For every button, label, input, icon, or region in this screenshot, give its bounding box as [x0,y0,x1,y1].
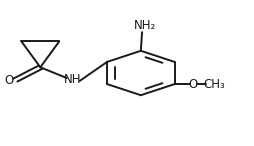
Text: NH₂: NH₂ [133,19,156,32]
Text: NH: NH [64,73,82,86]
Text: O: O [189,78,198,91]
Text: CH₃: CH₃ [203,78,225,91]
Text: O: O [4,74,13,87]
